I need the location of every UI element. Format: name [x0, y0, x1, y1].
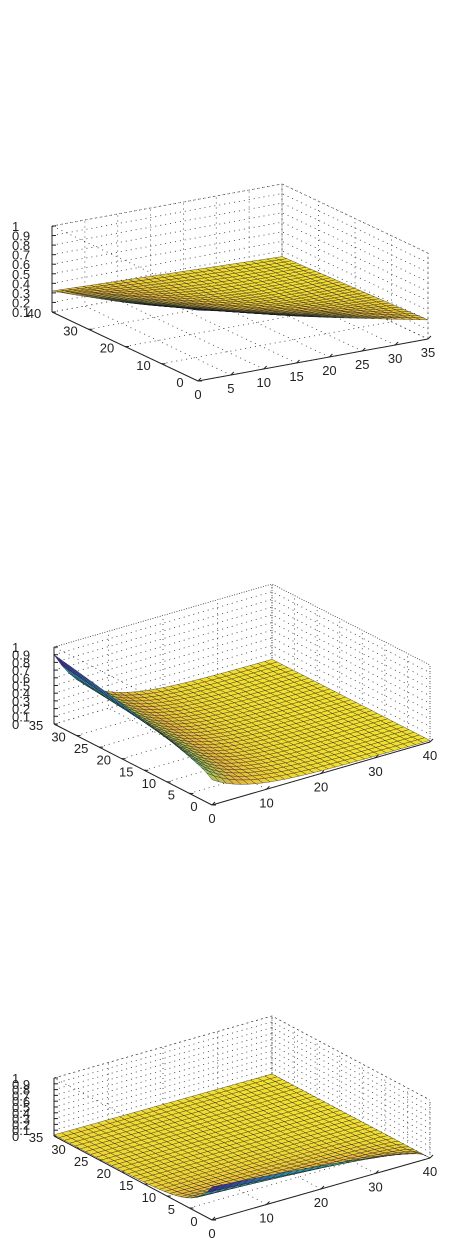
y-tick-label: 20: [100, 341, 114, 356]
z-gridline: [52, 203, 428, 272]
x-tick-label: 5: [227, 381, 234, 396]
x-tick-label: 0: [194, 387, 201, 402]
y-tick-label: 0: [176, 375, 183, 390]
surface-plot-1: 0 5 10 15 20 25 30 35 0 10 20 30 40 0.1 0.2 0.3 0.4 0.5 0.…: [0, 0, 474, 420]
x-tick-label: 10: [259, 1211, 273, 1226]
x-tick-label: 25: [355, 357, 369, 372]
x-tick-label: 10: [256, 375, 270, 390]
x-tick-label: 0: [208, 811, 215, 826]
surface-patch: [59, 658, 72, 672]
z-gridline: [52, 194, 428, 263]
x-tick-label: 15: [289, 369, 303, 384]
z-tick-label: 1: [12, 640, 19, 655]
z-gridline: [54, 592, 430, 673]
y-tick-label: 30: [63, 323, 77, 338]
surface-plot-1-svg: 0 5 10 15 20 25 30 350102030400.10.20.30.40.50.…: [0, 0, 474, 420]
z-gridline: [54, 584, 430, 665]
y-tick-label: 10: [136, 358, 150, 373]
x-tick-label: 20: [314, 1195, 328, 1210]
z-tick-labels: 0.10.20.30.40.50.60.70.80.91: [12, 219, 30, 320]
y-tick-label: 5: [168, 787, 175, 802]
y-tick-label: 35: [29, 718, 43, 733]
x-tick: [430, 739, 433, 742]
y-tick-label: 0: [190, 1214, 197, 1229]
x-tick-labels: 0 5 10 15 20 25 30 35: [194, 345, 435, 402]
y-tick-labels: 0 10 20 30 40: [27, 306, 184, 390]
y-tick-label: 15: [119, 1178, 133, 1193]
z-tick-label: 1: [12, 1071, 19, 1086]
x-tick-label: 0: [208, 1226, 215, 1241]
y-tick-label: 35: [29, 1130, 43, 1145]
y-tick-label: 10: [142, 1190, 156, 1205]
x-tick: [430, 1155, 433, 1158]
y-tick-label: 30: [51, 1142, 65, 1157]
surface: [52, 257, 428, 320]
y-tick-label: 25: [74, 1154, 88, 1169]
z-gridline: [52, 184, 428, 253]
x-tick-label: 35: [421, 345, 435, 360]
y-tick-label: 25: [74, 741, 88, 756]
z-tick-label: 1: [12, 219, 19, 234]
z-tick-labels: 00.10.20.30.40.50.60.70.80.91: [12, 1071, 30, 1144]
z-tick-labels: 00.10.20.30.40.50.60.70.80.91: [12, 640, 30, 732]
x-tick: [428, 336, 431, 339]
y-tick-label: 15: [119, 764, 133, 779]
y-tick-label: 10: [142, 776, 156, 791]
x-tick-label: 40: [423, 748, 437, 763]
x-tick-label: 30: [388, 351, 402, 366]
surface-patch: [54, 655, 67, 669]
x-tick-label: 30: [368, 1180, 382, 1195]
x-tick-label: 20: [322, 363, 336, 378]
x-tick-label: 10: [259, 795, 273, 810]
y-tick-label: 5: [168, 1202, 175, 1217]
x-tick-label: 20: [314, 780, 328, 795]
y-tick-label: 20: [96, 1166, 110, 1181]
surface-plot-2: 0 10 20 30 40 0 5 10 15 20 25 30 35 0 0.1 0.2 0.3 0.4 0.5 0…: [0, 420, 474, 840]
x-tick-label: 40: [423, 1164, 437, 1179]
surface-plot-3-svg: 0102030400510152025303500.10.20.30.40.50…: [0, 840, 474, 1258]
x-tick-label: 30: [368, 764, 382, 779]
y-tick-label: 0: [190, 799, 197, 814]
surface-plot-3: 0 10 20 30 40 0 5 10 15 20 25 30 35 0 0.1 0.2 0.3 0.4 0.5 0…: [0, 840, 474, 1258]
surface-plot-2-svg: 0102030400510152025303500.10.20.30.40.50…: [0, 420, 474, 840]
y-tick-label: 30: [51, 730, 65, 745]
y-tick-label: 20: [96, 753, 110, 768]
